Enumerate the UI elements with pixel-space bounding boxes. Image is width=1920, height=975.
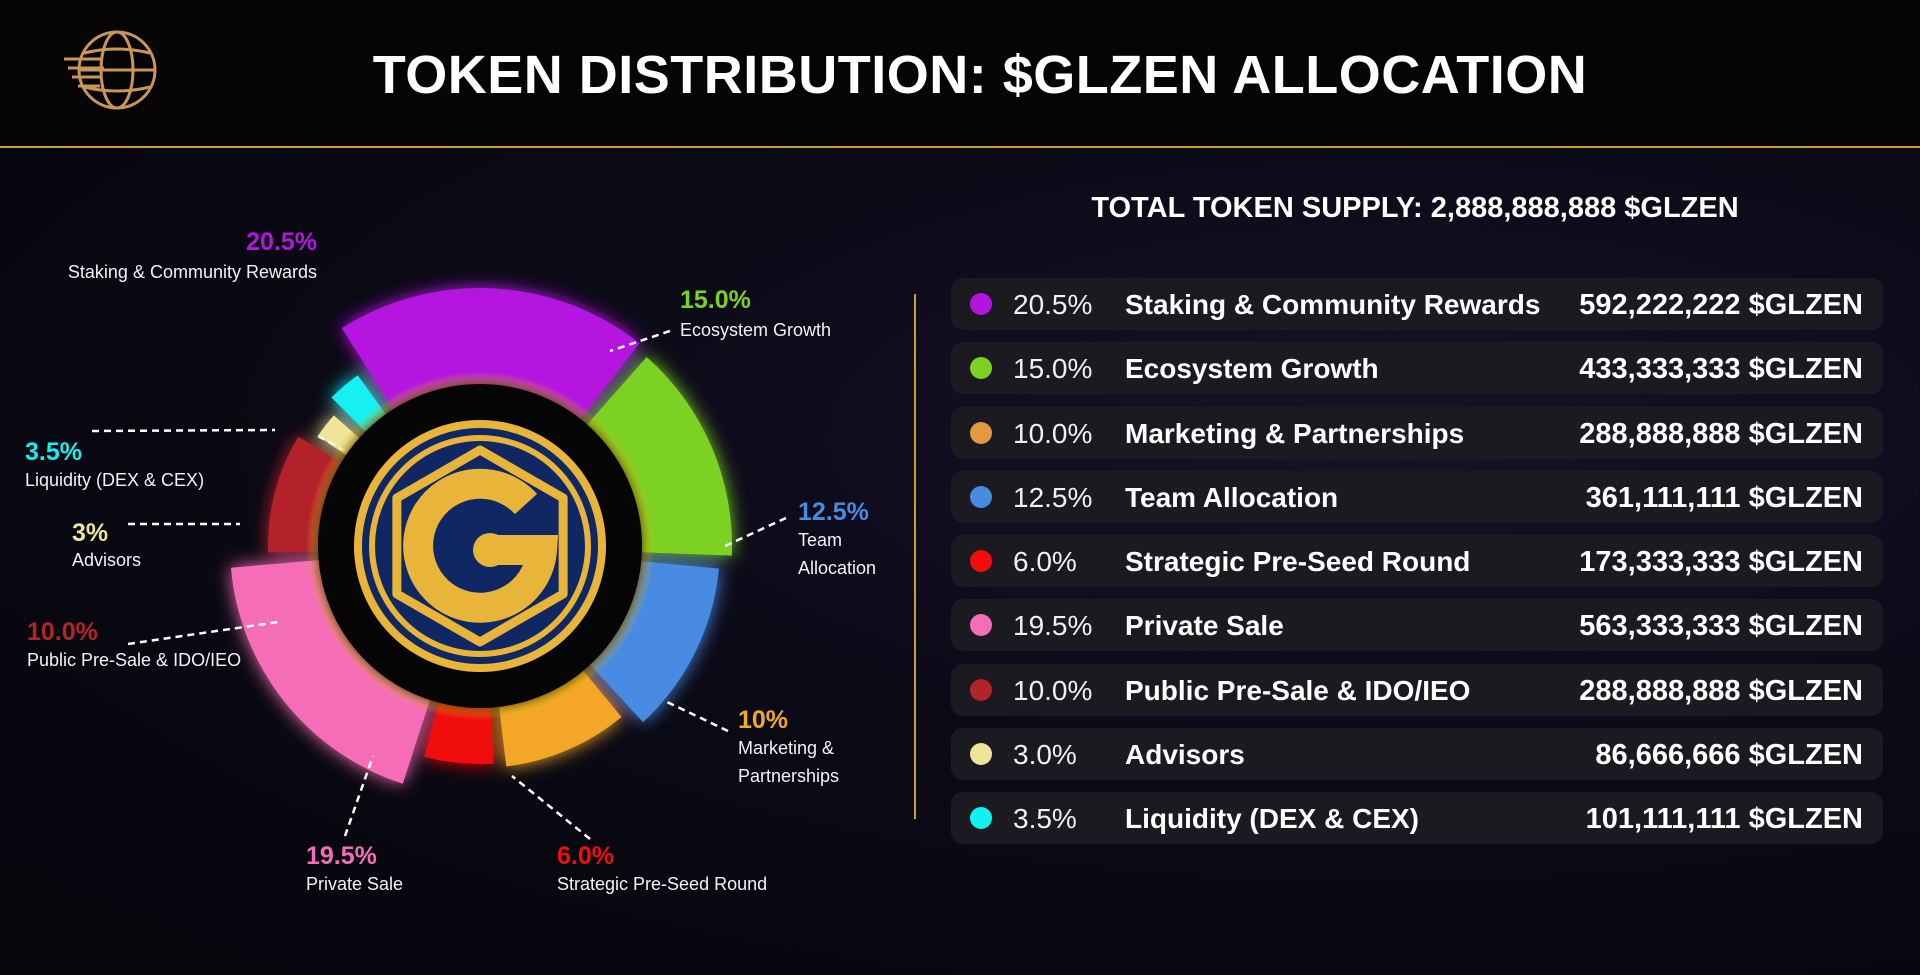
slice-percent-label: 6.0%	[557, 842, 614, 870]
donut-slice	[230, 559, 432, 784]
row-percent: 3.5%	[1013, 803, 1077, 835]
donut-chart	[91, 288, 787, 840]
slice-name-label: Public Pre-Sale & IDO/IEO	[27, 650, 242, 670]
legend-dot	[970, 485, 992, 508]
row-amount: 563,333,333 $GLZEN	[1579, 610, 1863, 643]
slice-name-label: Strategic Pre-Seed Round	[557, 874, 768, 894]
donut-slice	[268, 436, 345, 553]
globe-logo-icon	[64, 30, 157, 110]
row-name: Liquidity (DEX & CEX)	[1125, 803, 1419, 835]
slice-name-label: Ecosystem Growth	[680, 320, 832, 340]
row-amount: 592,222,222 $GLZEN	[1579, 289, 1863, 321]
leader-line	[664, 699, 729, 733]
donut-slice	[584, 356, 733, 556]
row-amount: 361,111,111 $GLZEN	[1585, 481, 1863, 514]
leader-line	[511, 775, 591, 840]
legend-dot	[970, 357, 992, 380]
slice-name-label: Advisors	[72, 550, 142, 570]
donut-slice	[587, 560, 719, 723]
leader-line	[343, 755, 375, 837]
leader-line	[127, 620, 279, 646]
legend-dot	[970, 293, 992, 315]
table-row: 10.0% Marketing & Partnerships 288,888,8…	[951, 406, 1883, 459]
allocation-table: 20.5% Staking & Community Rewards 592,22…	[951, 278, 1883, 857]
slice-percent-label: 12.5%	[798, 498, 869, 526]
leader-line	[724, 516, 787, 548]
row-percent: 12.5%	[1013, 481, 1093, 513]
table-row: 19.5% Private Sale 563,333,333 $GLZEN	[951, 599, 1883, 652]
slice-percent-label: 3%	[72, 519, 109, 547]
divider	[914, 294, 916, 819]
slice-percent-label: 20.5%	[246, 228, 317, 256]
slice-name-label: Marketing & Partnerships	[738, 738, 840, 786]
row-name: Staking & Community Rewards	[1125, 289, 1541, 320]
row-name: Ecosystem Growth	[1125, 353, 1379, 385]
slice-name-label: Staking & Community Rewards	[67, 262, 317, 282]
row-percent: 15.0%	[1013, 353, 1093, 385]
legend-dot	[970, 678, 992, 701]
row-name: Team Allocation	[1125, 481, 1339, 513]
table-row: 12.5% Team Allocation 361,111,111 $GLZEN	[951, 470, 1883, 523]
row-amount: 101,111,111 $GLZEN	[1585, 803, 1863, 836]
slice-percent-label: 10%	[738, 706, 789, 734]
table-row: 3.0% Advisors 86,666,666 $GLZEN	[951, 728, 1883, 781]
slice-percent-label: 3.5%	[25, 438, 82, 466]
header: TOKEN DISTRIBUTION: $GLZEN ALLOCATION	[0, 0, 1920, 148]
slice-name-label: Liquidity (DEX & CEX)	[25, 470, 205, 490]
row-amount: 433,333,333 $GLZEN	[1579, 353, 1863, 386]
slice-percent-label: 15.0%	[680, 286, 751, 314]
leader-line	[609, 329, 671, 353]
row-percent: 6.0%	[1013, 546, 1077, 578]
table-row: 15.0% Ecosystem Growth 433,333,333 $GLZE…	[951, 342, 1883, 395]
row-name: Private Sale	[1125, 610, 1284, 642]
table-row: 6.0% Strategic Pre-Seed Round 173,333,33…	[951, 535, 1883, 588]
row-amount: 86,666,666 $GLZEN	[1595, 739, 1863, 772]
row-amount: 173,333,333 $GLZEN	[1579, 546, 1863, 579]
slice-percent-label: 19.5%	[306, 842, 377, 870]
slice-name-label: Team Allocation	[798, 530, 877, 578]
donut-slice	[498, 667, 622, 767]
legend-dot	[970, 421, 992, 444]
row-name: Advisors	[1125, 739, 1245, 771]
legend-dot	[970, 743, 992, 766]
row-percent: 20.5%	[1013, 289, 1093, 320]
total-supply: TOTAL TOKEN SUPPLY: 2,888,888,888 $GLZEN	[1091, 192, 1739, 224]
table-row: 20.5% Staking & Community Rewards 592,22…	[951, 278, 1883, 330]
row-name: Public Pre-Sale & IDO/IEO	[1125, 674, 1471, 706]
slice-name-label: Private Sale	[306, 874, 404, 894]
table-row: 10.0% Public Pre-Sale & IDO/IEO 288,888,…	[951, 663, 1883, 716]
row-percent: 10.0%	[1013, 417, 1093, 449]
g-coin-logo-icon	[306, 372, 654, 720]
row-name: Marketing & Partnerships	[1125, 417, 1465, 449]
row-amount: 288,888,888 $GLZEN	[1579, 417, 1863, 450]
legend-dot	[970, 550, 992, 573]
page-title: TOKEN DISTRIBUTION: $GLZEN ALLOCATION	[372, 45, 1588, 105]
row-name: Strategic Pre-Seed Round	[1125, 546, 1471, 578]
leader-line	[91, 428, 276, 433]
legend-dot	[970, 807, 992, 830]
table-row: 3.5% Liquidity (DEX & CEX) 101,111,111 $…	[951, 792, 1883, 845]
row-percent: 19.5%	[1013, 610, 1093, 642]
row-percent: 10.0%	[1013, 674, 1093, 706]
donut-chart-area: 20.5% Staking & Community Rewards 15.0% Eco…	[0, 146, 920, 975]
row-percent: 3.0%	[1013, 739, 1077, 771]
legend-dot	[970, 614, 992, 637]
row-amount: 288,888,888 $GLZEN	[1579, 674, 1863, 707]
slice-percent-label: 10.0%	[27, 618, 98, 646]
